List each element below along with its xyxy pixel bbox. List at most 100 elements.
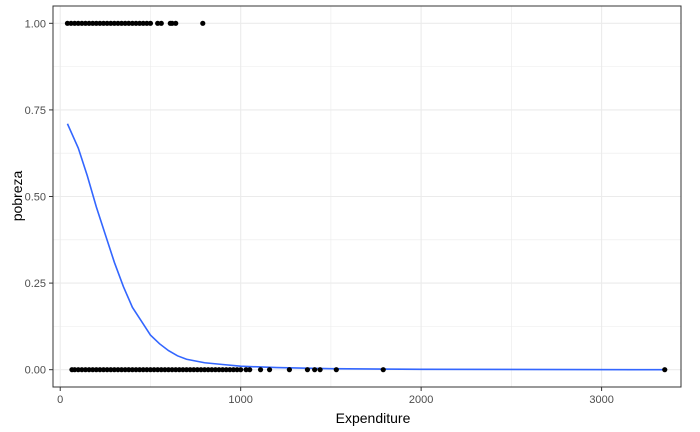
data-point: [118, 367, 125, 373]
data-point: [191, 367, 197, 373]
data-point: [115, 367, 121, 373]
data-point: [93, 367, 99, 373]
data-point: [220, 367, 226, 373]
data-point: [86, 367, 92, 373]
data-point: [75, 20, 81, 26]
data-point: [90, 367, 96, 373]
data-point: [223, 367, 229, 373]
data-point: [122, 367, 128, 373]
data-point: [140, 367, 146, 373]
y-tick-label: 0.50: [25, 192, 46, 204]
data-points-layer: [64, 20, 668, 373]
data-point: [173, 20, 179, 26]
data-point: [144, 20, 150, 26]
x-tick-label: 3000: [589, 394, 613, 406]
axis-ticks: 0 1000 2000 3000 0.00 0.25 0.50 0.75 1.00: [25, 18, 614, 406]
fitted-curve-layer: [66, 123, 665, 371]
data-point: [126, 367, 132, 373]
data-point: [317, 367, 323, 373]
data-point: [169, 367, 175, 373]
data-point: [97, 20, 103, 26]
data-point: [216, 367, 222, 373]
y-axis-title: pobreza: [9, 170, 25, 221]
data-point: [205, 367, 211, 373]
data-point: [118, 20, 125, 26]
data-point: [133, 367, 139, 373]
data-point: [115, 20, 121, 26]
data-point: [82, 20, 89, 26]
x-tick-label: 1000: [228, 394, 252, 406]
data-point: [137, 367, 143, 373]
data-point: [147, 20, 154, 26]
data-point: [266, 367, 273, 373]
data-point: [176, 367, 182, 373]
data-point: [180, 367, 186, 373]
data-point: [162, 367, 168, 373]
data-point: [122, 20, 128, 26]
y-tick-label: 0.25: [25, 278, 46, 290]
data-point: [79, 20, 85, 26]
data-point: [79, 367, 85, 373]
data-point: [133, 20, 139, 26]
y-tick-label: 0.00: [25, 365, 46, 377]
y-tick-label: 0.75: [25, 105, 46, 117]
y-tick-label: 1.00: [25, 18, 46, 30]
data-point: [158, 367, 164, 373]
data-point: [169, 20, 175, 26]
x-tick-label: 0: [57, 394, 63, 406]
data-point: [108, 367, 114, 373]
data-point: [111, 20, 117, 26]
data-point: [158, 20, 164, 26]
data-point: [201, 367, 208, 373]
data-point: [82, 367, 89, 373]
data-point: [198, 367, 204, 373]
data-point: [165, 367, 172, 373]
data-point: [86, 20, 92, 26]
data-point: [238, 367, 244, 373]
data-point: [126, 20, 132, 26]
data-point: [212, 367, 219, 373]
data-point: [286, 367, 292, 373]
data-point: [304, 367, 311, 373]
data-point: [147, 367, 154, 373]
data-point: [90, 20, 96, 26]
data-point: [243, 367, 249, 373]
data-point: [104, 20, 110, 26]
data-point: [108, 20, 114, 26]
data-point: [194, 367, 200, 373]
data-point: [173, 367, 179, 373]
data-point: [97, 367, 103, 373]
data-point: [312, 367, 318, 373]
data-point: [111, 367, 117, 373]
data-point: [137, 20, 143, 26]
data-point: [144, 367, 150, 373]
data-point: [662, 367, 668, 373]
data-point: [209, 367, 215, 373]
data-point: [64, 20, 71, 26]
data-point: [100, 367, 107, 373]
data-point: [200, 20, 206, 26]
data-point: [75, 367, 81, 373]
data-point: [183, 367, 190, 373]
data-point: [257, 367, 264, 373]
data-point: [100, 20, 107, 26]
data-point: [93, 20, 99, 26]
data-point: [247, 367, 253, 373]
data-point: [155, 367, 161, 373]
data-point: [230, 367, 237, 373]
data-point: [151, 367, 157, 373]
data-point: [234, 367, 240, 373]
data-point: [129, 20, 135, 26]
data-point: [227, 367, 233, 373]
data-point: [68, 20, 74, 26]
data-point: [129, 367, 135, 373]
fitted-curve: [66, 123, 665, 371]
data-point: [104, 367, 110, 373]
data-point: [155, 20, 161, 26]
data-point: [72, 367, 78, 373]
data-point: [72, 20, 78, 26]
data-point: [187, 367, 193, 373]
data-point: [333, 367, 339, 373]
